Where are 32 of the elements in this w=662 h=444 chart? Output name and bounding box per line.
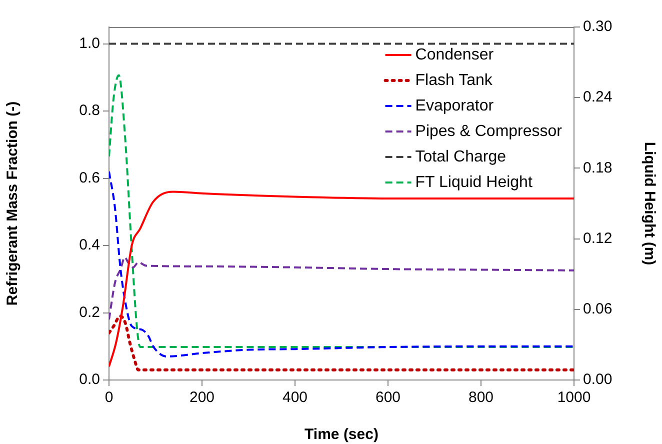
x-tick-label: 0 [104, 389, 114, 406]
y2-tick-label: 0.00 [583, 371, 612, 388]
legend-label: Pipes & Compressor [415, 122, 563, 140]
x-tick-label: 1000 [557, 389, 591, 406]
y2-tick-label: 0.06 [583, 300, 612, 318]
line-series [109, 256, 574, 320]
y-tick-label: 0.6 [79, 169, 100, 186]
x-tick-label: 800 [468, 389, 494, 406]
y2-tick-label: 0.18 [583, 159, 612, 176]
legend-label: Condenser [415, 46, 494, 64]
y-tick-label: 0.2 [79, 304, 100, 321]
y-tick-label: 1.0 [79, 34, 100, 52]
legend-label: Total Charge [415, 148, 506, 166]
y-tick-label: 0.0 [79, 371, 100, 388]
x-tick-label: 400 [282, 389, 308, 406]
line-series [109, 74, 574, 348]
x-tick-label: 200 [189, 389, 215, 406]
y2-tick-label: 0.30 [583, 18, 612, 36]
y-tick-label: 0.8 [79, 102, 100, 120]
legend-label: FT Liquid Height [415, 174, 533, 191]
x-tick-label: 600 [375, 389, 401, 406]
x-axis-title: Time (sec) [304, 426, 378, 444]
y-tick-label: 0.4 [79, 236, 100, 254]
line-series [109, 170, 574, 358]
y2-axis-title: Liquid Height (m) [640, 142, 658, 266]
legend-label: Evaporator [415, 97, 494, 114]
y2-tick-label: 0.24 [583, 88, 612, 106]
y-axis-title: Refrigerant Mass Fraction (-) [4, 101, 22, 306]
line-series [109, 314, 574, 372]
line-series [109, 190, 574, 368]
legend-label: Flash Tank [415, 72, 494, 89]
y2-tick-label: 0.12 [583, 230, 612, 247]
